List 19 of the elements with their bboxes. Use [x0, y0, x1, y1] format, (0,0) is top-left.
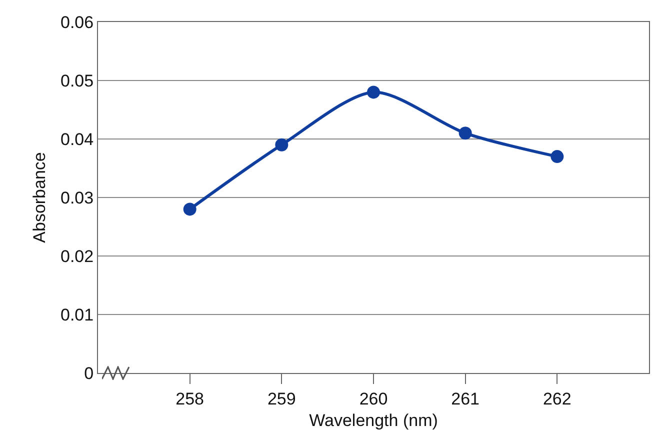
x-tick-label: 260 — [359, 389, 388, 408]
x-tick-label: 258 — [176, 389, 204, 408]
y-tick-label: 0.05 — [60, 71, 94, 90]
y-tick-label: 0.04 — [60, 130, 94, 149]
y-tick-label: 0.03 — [60, 188, 94, 208]
point — [458, 126, 472, 140]
y-tick-label: 0 — [84, 364, 94, 383]
y-axis-title: Absorbance — [30, 152, 50, 243]
x-axis-title: Wavelength (nm) — [309, 410, 438, 430]
y-tick-label: 0.06 — [60, 12, 94, 32]
point — [367, 86, 380, 99]
x-tick-label: 259 — [267, 389, 296, 408]
x-tick-label: 261 — [451, 389, 480, 408]
point — [275, 138, 288, 152]
point — [183, 202, 196, 216]
x-tick-label: 262 — [542, 389, 572, 408]
point — [550, 150, 564, 164]
y-tick-label: 0.02 — [60, 246, 94, 266]
y-tick-label: 0.01 — [60, 305, 94, 324]
